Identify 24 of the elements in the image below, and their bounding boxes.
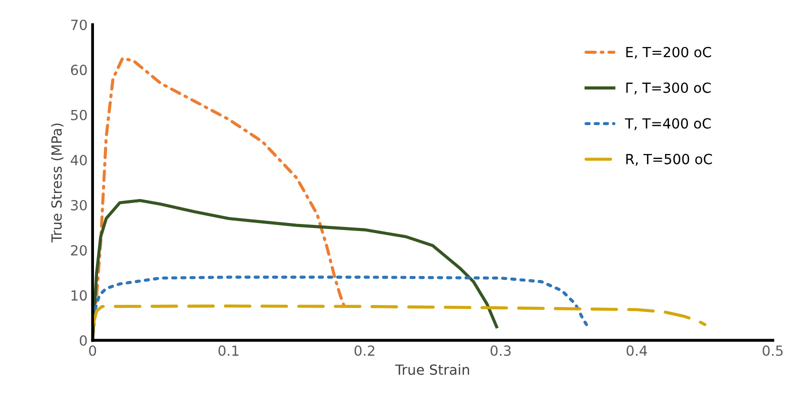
line-series [92,304,706,328]
line-series [92,198,498,340]
y-tick-label: 50 [71,110,87,120]
x-tick-label: 0.2 [354,345,374,356]
y-tick-label: 20 [71,245,87,256]
y-tick-label: 10 [72,290,87,301]
legend-label: Г, T=300 oC [626,82,711,94]
x-tick-label: 0.4 [626,345,648,356]
y-tick-label: 0 [80,335,87,346]
line-series [92,56,346,340]
legend-label: T, T=400 oC [624,118,711,130]
x-tick-label: 0.3 [490,345,511,356]
x-tick-label: 0 [89,345,96,356]
x-axis-title: True Strain [395,364,470,375]
x-tick-label: 0.1 [218,345,238,356]
legend-label: E, T=200 oC [626,46,712,59]
y-axis-title: True Stress (MPa) [51,124,64,243]
y-tick-label: 40 [70,154,87,166]
y-tick-label: 60 [71,64,87,76]
y-tick-label: 70 [71,20,87,30]
line-series [92,276,588,326]
x-tick-label: 0.5 [762,345,783,356]
legend-label: R, T=500 oC [626,154,712,166]
y-tick-label: 30 [71,200,87,210]
